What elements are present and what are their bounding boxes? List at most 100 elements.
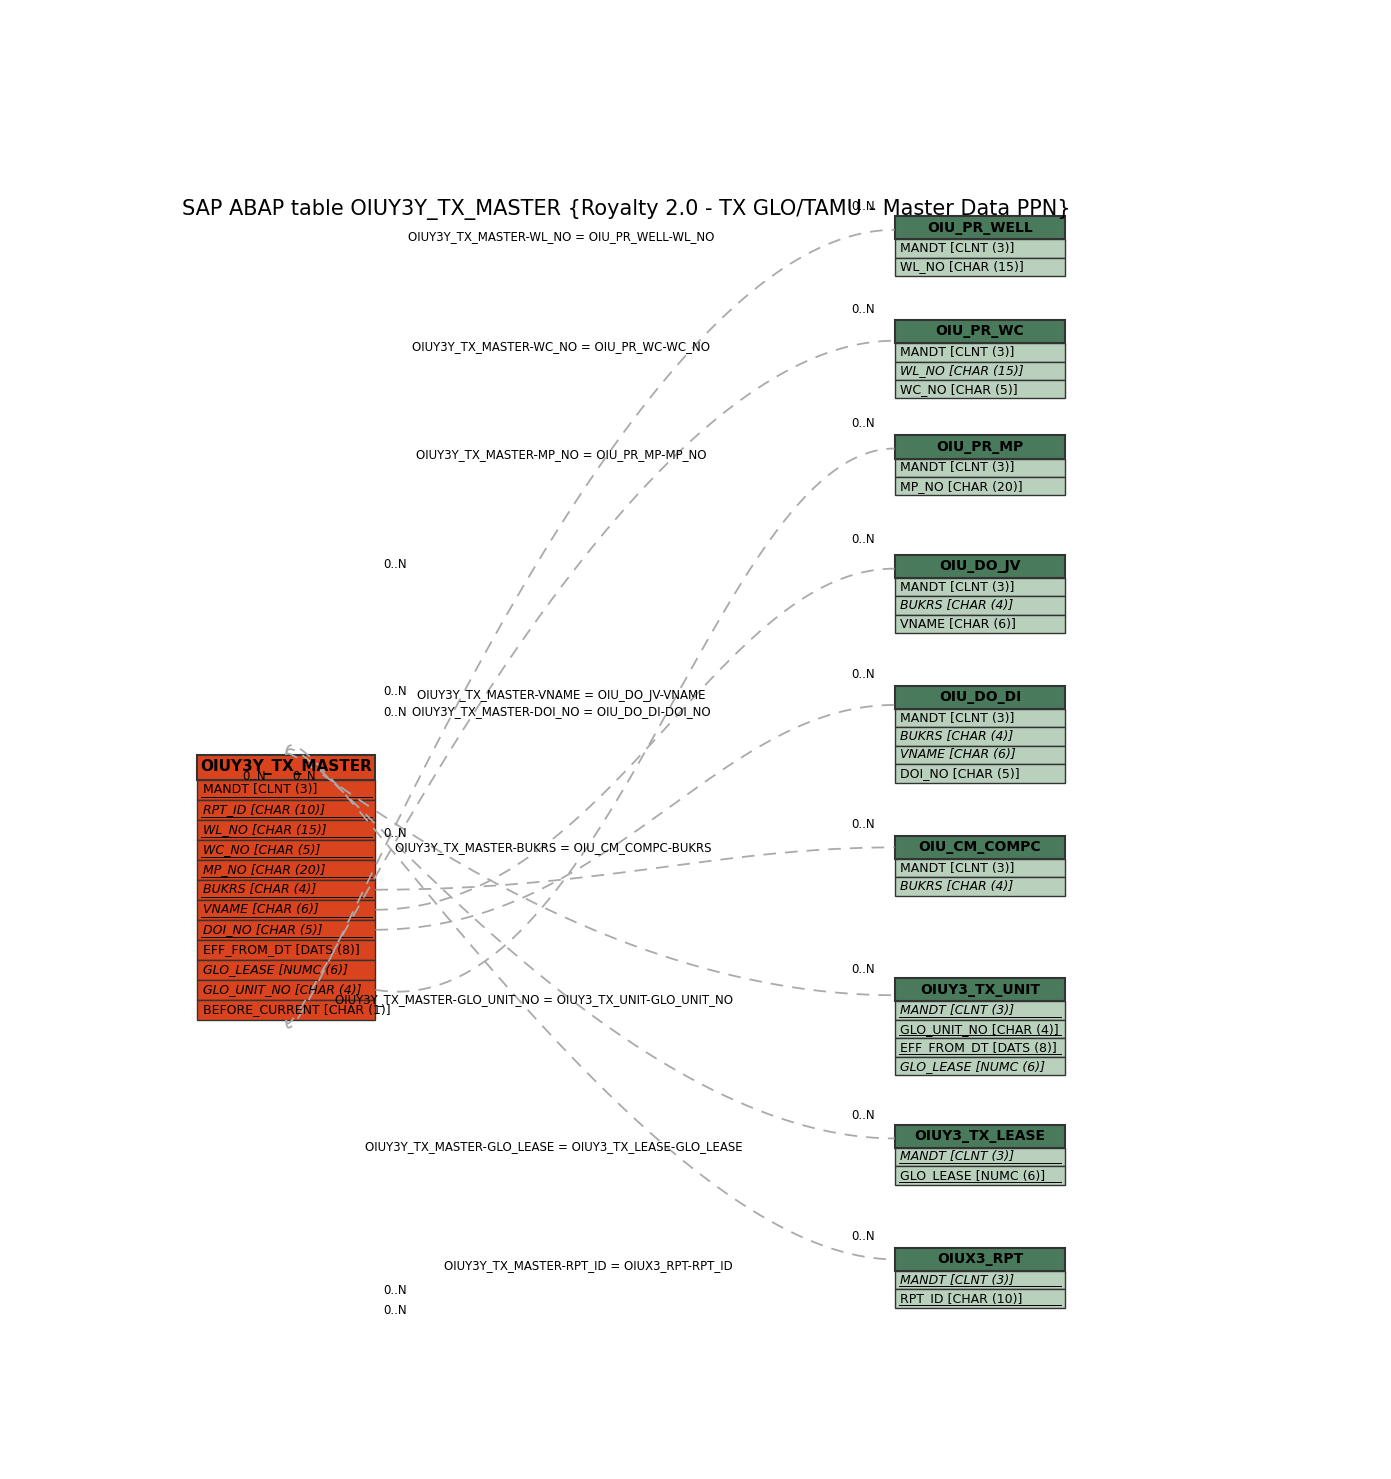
Text: MANDT [CLNT (3)]: MANDT [CLNT (3)] bbox=[203, 782, 317, 796]
Bar bbox=[894, 708, 1066, 728]
Bar bbox=[894, 343, 1066, 361]
Text: RPT_ID [CHAR (10)]: RPT_ID [CHAR (10)] bbox=[900, 1293, 1022, 1304]
Bar bbox=[894, 615, 1066, 633]
Text: DOI_NO [CHAR (5)]: DOI_NO [CHAR (5)] bbox=[900, 768, 1020, 779]
Text: OIUY3_TX_UNIT: OIUY3_TX_UNIT bbox=[919, 984, 1040, 997]
Text: 0..N: 0..N bbox=[292, 771, 316, 782]
Text: WL_NO [CHAR (15)]: WL_NO [CHAR (15)] bbox=[900, 260, 1024, 274]
Bar bbox=[894, 216, 1066, 240]
Text: OIUY3Y_TX_MASTER-RPT_ID = OIUX3_RPT-RPT_ID: OIUY3Y_TX_MASTER-RPT_ID = OIUX3_RPT-RPT_… bbox=[444, 1259, 733, 1272]
Text: VNAME [CHAR (6)]: VNAME [CHAR (6)] bbox=[900, 618, 1015, 630]
Text: MANDT [CLNT (3)]: MANDT [CLNT (3)] bbox=[900, 1151, 1014, 1164]
Bar bbox=[894, 1148, 1066, 1165]
Text: 0..N: 0..N bbox=[383, 558, 406, 571]
Text: MANDT [CLNT (3)]: MANDT [CLNT (3)] bbox=[900, 581, 1014, 593]
Text: GLO_LEASE [NUMC (6)]: GLO_LEASE [NUMC (6)] bbox=[203, 963, 348, 976]
Bar bbox=[198, 960, 376, 979]
Text: MANDT [CLNT (3)]: MANDT [CLNT (3)] bbox=[900, 1273, 1014, 1287]
Text: WL_NO [CHAR (15)]: WL_NO [CHAR (15)] bbox=[900, 364, 1024, 377]
Bar bbox=[894, 478, 1066, 495]
Bar bbox=[894, 458, 1066, 478]
Text: BUKRS [CHAR (4)]: BUKRS [CHAR (4)] bbox=[203, 883, 316, 896]
Bar bbox=[894, 240, 1066, 257]
Bar bbox=[894, 596, 1066, 615]
Bar bbox=[894, 686, 1066, 708]
Text: MANDT [CLNT (3)]: MANDT [CLNT (3)] bbox=[900, 461, 1014, 475]
Bar bbox=[894, 728, 1066, 745]
Text: 0..N: 0..N bbox=[851, 818, 875, 831]
Text: MANDT [CLNT (3)]: MANDT [CLNT (3)] bbox=[900, 346, 1014, 359]
Text: OIUY3_TX_LEASE: OIUY3_TX_LEASE bbox=[914, 1128, 1046, 1143]
Text: EFF_FROM_DT [DATS (8)]: EFF_FROM_DT [DATS (8)] bbox=[900, 1041, 1057, 1055]
Text: 0..N: 0..N bbox=[851, 1109, 875, 1123]
Bar bbox=[894, 361, 1066, 380]
Text: OIUY3Y_TX_MASTER-DOI_NO = OIU_DO_DI-DOI_NO: OIUY3Y_TX_MASTER-DOI_NO = OIU_DO_DI-DOI_… bbox=[412, 705, 711, 719]
Text: WC_NO [CHAR (5)]: WC_NO [CHAR (5)] bbox=[203, 843, 320, 856]
Text: GLO_LEASE [NUMC (6)]: GLO_LEASE [NUMC (6)] bbox=[900, 1059, 1045, 1072]
Text: 0..N: 0..N bbox=[383, 685, 406, 698]
Text: OIUY3Y_TX_MASTER-WL_NO = OIU_PR_WELL-WL_NO: OIUY3Y_TX_MASTER-WL_NO = OIU_PR_WELL-WL_… bbox=[408, 231, 715, 243]
Bar bbox=[894, 1001, 1066, 1021]
Text: SAP ABAP table OIUY3Y_TX_MASTER {Royalty 2.0 - TX GLO/TAMU - Master Data PPN}: SAP ABAP table OIUY3Y_TX_MASTER {Royalty… bbox=[182, 200, 1070, 220]
Text: 0..N: 0..N bbox=[851, 200, 875, 213]
Text: 0..N: 0..N bbox=[383, 827, 406, 840]
Text: BUKRS [CHAR (4)]: BUKRS [CHAR (4)] bbox=[900, 599, 1013, 612]
Bar bbox=[198, 779, 376, 800]
Text: RPT_ID [CHAR (10)]: RPT_ID [CHAR (10)] bbox=[203, 803, 324, 816]
Bar bbox=[198, 840, 376, 859]
Text: 0..N: 0..N bbox=[383, 1284, 406, 1297]
Bar bbox=[894, 1057, 1066, 1075]
Text: 0..N: 0..N bbox=[851, 532, 875, 546]
Text: MANDT [CLNT (3)]: MANDT [CLNT (3)] bbox=[900, 1004, 1014, 1018]
Text: 0..N: 0..N bbox=[383, 705, 406, 719]
Bar bbox=[198, 859, 376, 880]
Text: 0..N: 0..N bbox=[851, 669, 875, 682]
Bar bbox=[198, 754, 376, 779]
Text: OIU_PR_MP: OIU_PR_MP bbox=[936, 439, 1024, 454]
Bar bbox=[198, 899, 376, 920]
Text: OIUY3Y_TX_MASTER-WC_NO = OIU_PR_WC-WC_NO: OIUY3Y_TX_MASTER-WC_NO = OIU_PR_WC-WC_NO bbox=[412, 340, 711, 353]
Text: 0..N: 0..N bbox=[851, 303, 875, 317]
Bar bbox=[198, 920, 376, 939]
Bar bbox=[894, 319, 1066, 343]
Text: VNAME [CHAR (6)]: VNAME [CHAR (6)] bbox=[900, 748, 1015, 762]
Bar bbox=[198, 880, 376, 899]
Text: GLO_LEASE [NUMC (6)]: GLO_LEASE [NUMC (6)] bbox=[900, 1168, 1045, 1182]
Bar bbox=[894, 1165, 1066, 1185]
Bar bbox=[894, 1290, 1066, 1307]
Text: WC_NO [CHAR (5)]: WC_NO [CHAR (5)] bbox=[900, 383, 1018, 396]
Bar bbox=[198, 979, 376, 1000]
Bar bbox=[894, 380, 1066, 398]
Text: OIUY3Y_TX_MASTER: OIUY3Y_TX_MASTER bbox=[200, 759, 373, 775]
Bar bbox=[894, 555, 1066, 578]
Text: OIUY3Y_TX_MASTER-VNAME = OIU_DO_JV-VNAME: OIUY3Y_TX_MASTER-VNAME = OIU_DO_JV-VNAME bbox=[417, 689, 705, 703]
Bar bbox=[894, 1270, 1066, 1290]
Text: MP_NO [CHAR (20)]: MP_NO [CHAR (20)] bbox=[900, 479, 1022, 493]
Bar bbox=[198, 819, 376, 840]
Text: MANDT [CLNT (3)]: MANDT [CLNT (3)] bbox=[900, 711, 1014, 725]
Text: BUKRS [CHAR (4)]: BUKRS [CHAR (4)] bbox=[900, 731, 1013, 742]
Bar bbox=[894, 257, 1066, 277]
Bar bbox=[198, 1000, 376, 1021]
Text: OIU_PR_WC: OIU_PR_WC bbox=[936, 324, 1024, 339]
Bar bbox=[894, 578, 1066, 596]
Text: OIUY3Y_TX_MASTER-BUKRS = OIU_CM_COMPC-BUKRS: OIUY3Y_TX_MASTER-BUKRS = OIU_CM_COMPC-BU… bbox=[395, 842, 712, 853]
Text: OIUY3Y_TX_MASTER-GLO_UNIT_NO = OIUY3_TX_UNIT-GLO_UNIT_NO: OIUY3Y_TX_MASTER-GLO_UNIT_NO = OIUY3_TX_… bbox=[335, 994, 733, 1006]
Text: VNAME [CHAR (6)]: VNAME [CHAR (6)] bbox=[203, 904, 319, 917]
Text: 0..N: 0..N bbox=[242, 771, 266, 782]
Bar bbox=[894, 1038, 1066, 1057]
Bar bbox=[894, 859, 1066, 877]
Bar bbox=[198, 939, 376, 960]
Text: DOI_NO [CHAR (5)]: DOI_NO [CHAR (5)] bbox=[203, 923, 323, 936]
Text: 0..N: 0..N bbox=[383, 1303, 406, 1316]
Text: MP_NO [CHAR (20)]: MP_NO [CHAR (20)] bbox=[203, 864, 325, 876]
Text: MANDT [CLNT (3)]: MANDT [CLNT (3)] bbox=[900, 243, 1014, 254]
Text: 0..N: 0..N bbox=[851, 963, 875, 976]
Text: MANDT [CLNT (3)]: MANDT [CLNT (3)] bbox=[900, 862, 1014, 874]
Text: BEFORE_CURRENT [CHAR (1)]: BEFORE_CURRENT [CHAR (1)] bbox=[203, 1003, 389, 1016]
Text: GLO_UNIT_NO [CHAR (4)]: GLO_UNIT_NO [CHAR (4)] bbox=[203, 984, 362, 997]
Text: OIU_DO_DI: OIU_DO_DI bbox=[939, 691, 1021, 704]
Text: WL_NO [CHAR (15)]: WL_NO [CHAR (15)] bbox=[203, 824, 325, 836]
Text: BUKRS [CHAR (4)]: BUKRS [CHAR (4)] bbox=[900, 880, 1013, 893]
Bar bbox=[894, 765, 1066, 782]
